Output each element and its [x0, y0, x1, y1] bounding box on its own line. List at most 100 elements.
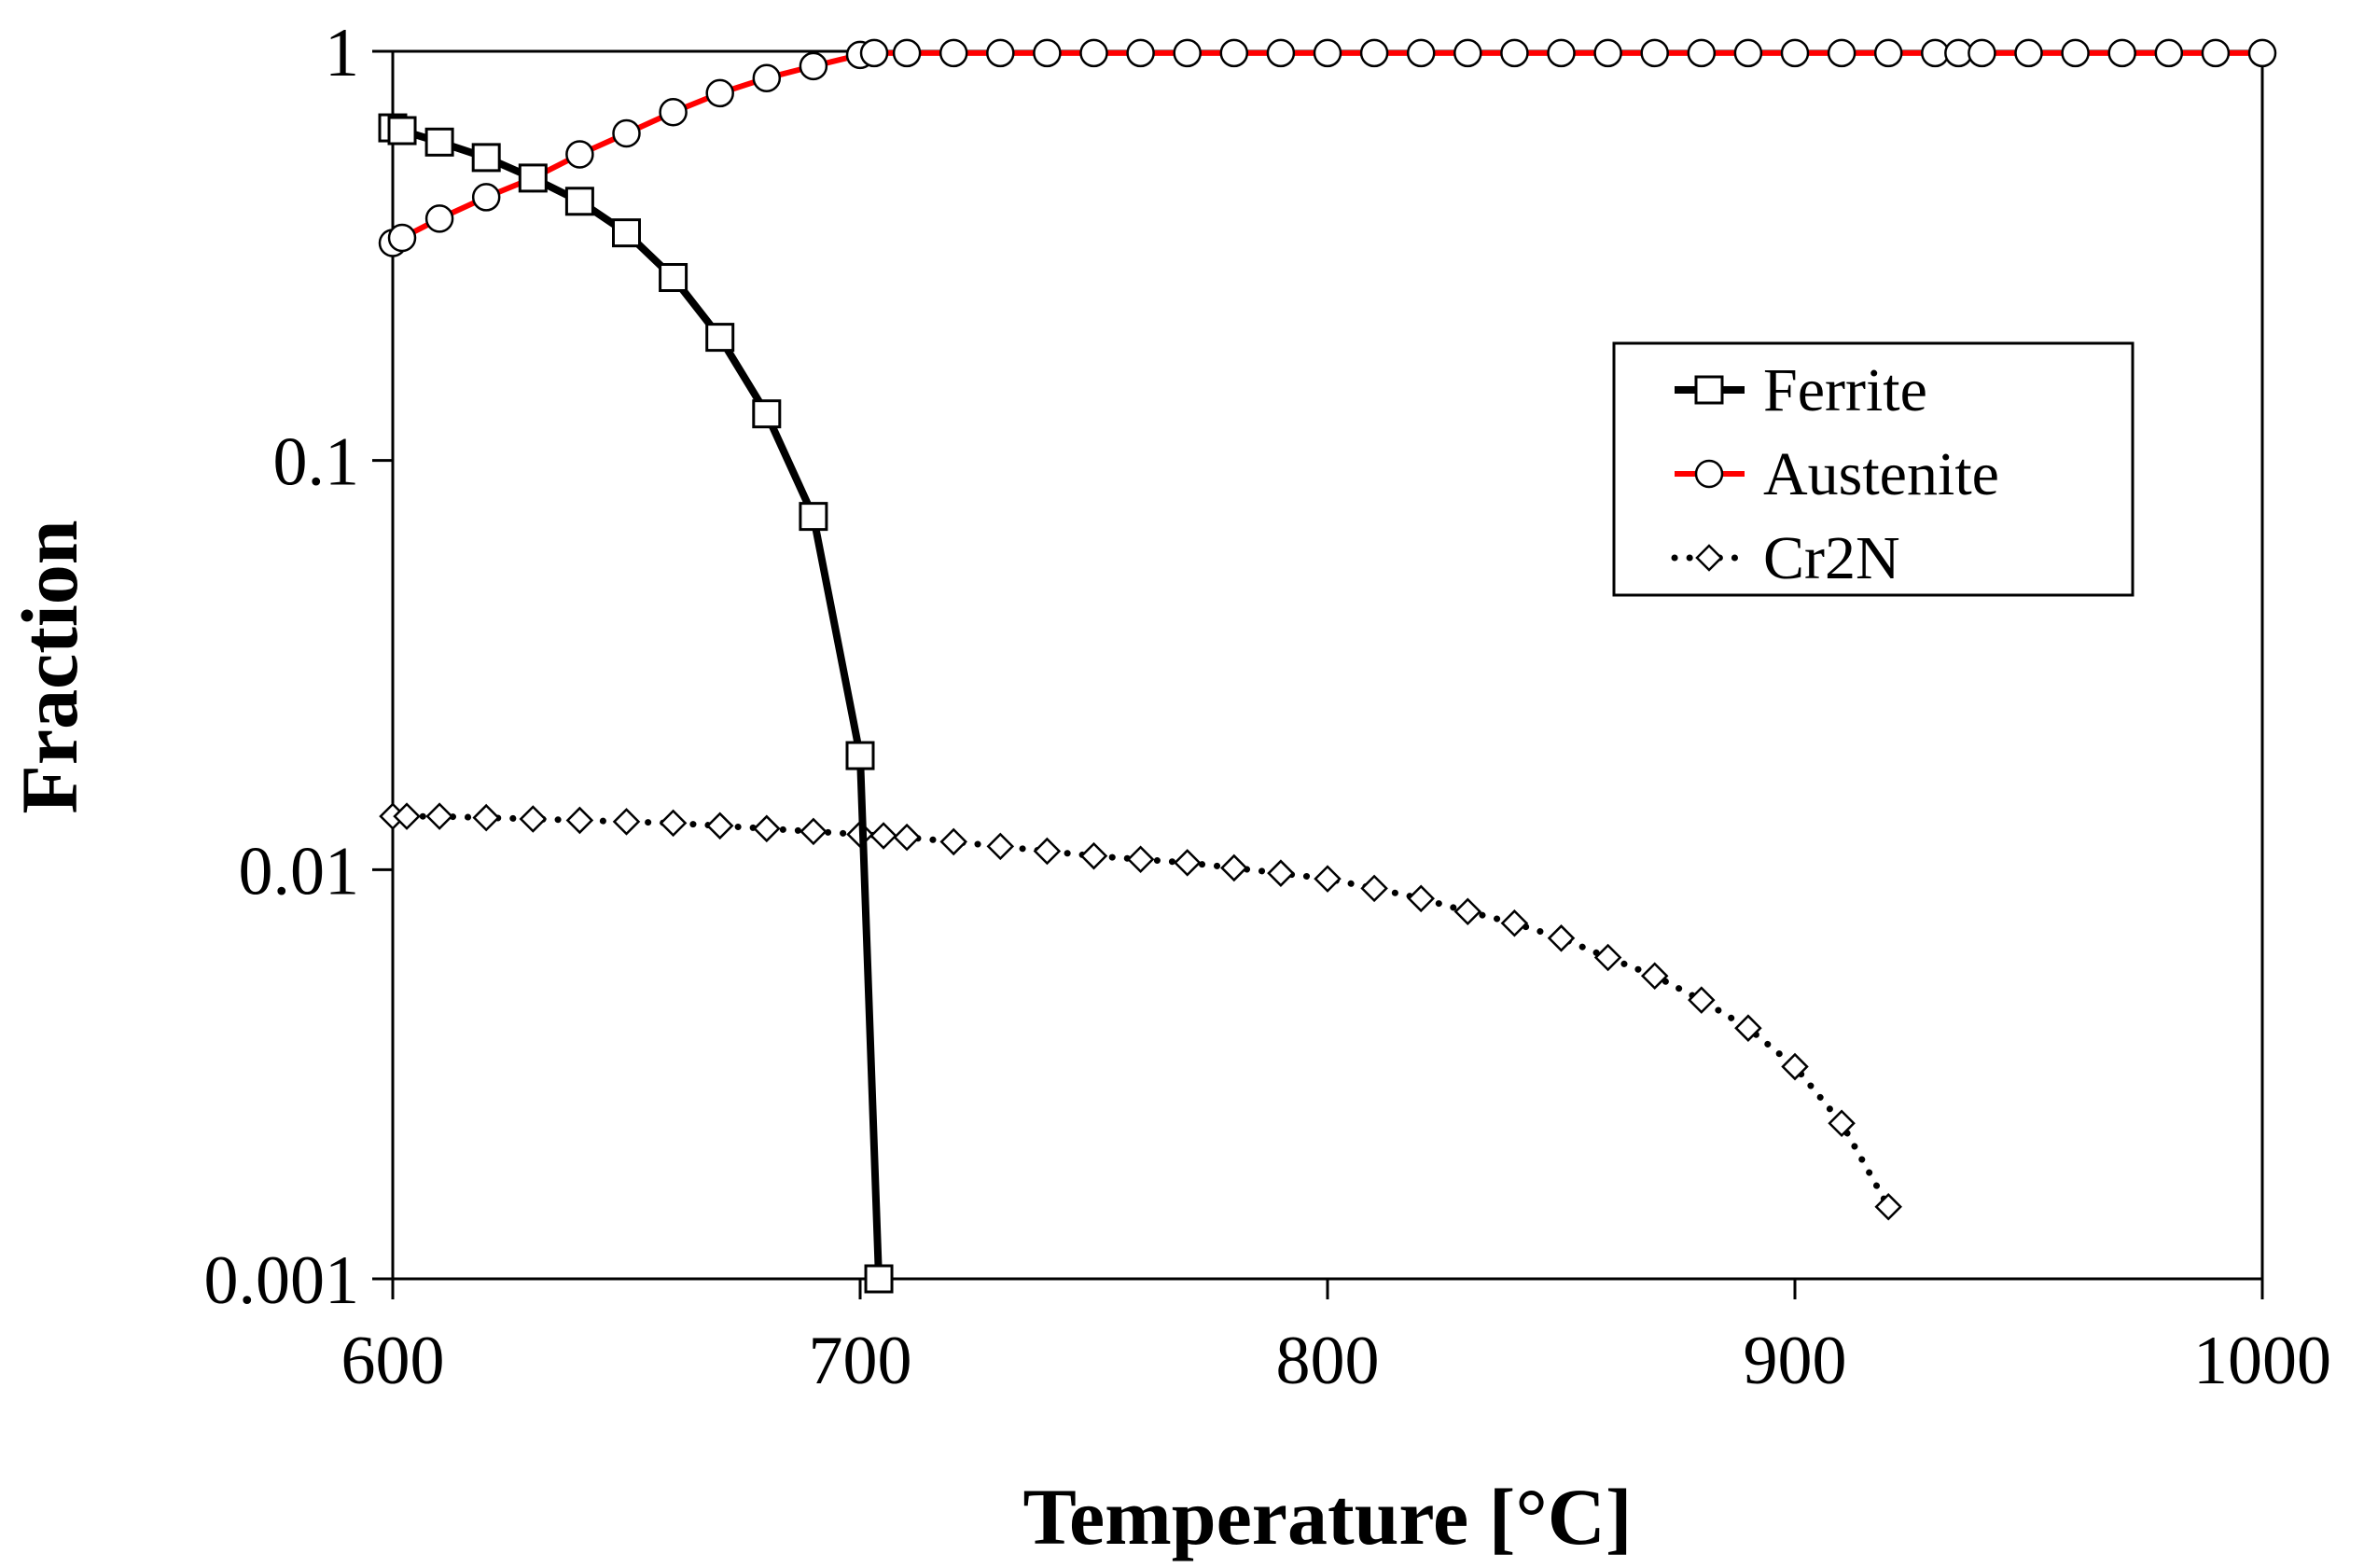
- y-axis-title: Fraction: [5, 520, 94, 813]
- data-point: [1360, 874, 1388, 903]
- plot-area: [391, 49, 2264, 1281]
- data-point: [869, 822, 897, 850]
- legend-item: Austenite: [1675, 440, 1999, 508]
- data-point: [1688, 986, 1716, 1014]
- data-point: [565, 140, 594, 169]
- data-point: [471, 183, 501, 212]
- data-point: [1640, 962, 1669, 990]
- data-point: [986, 38, 1015, 68]
- data-point: [705, 323, 735, 353]
- data-point: [1033, 38, 1062, 68]
- data-point: [1968, 38, 1996, 68]
- data-point: [1359, 38, 1389, 68]
- y-axis-ticks: 0.001 0.01 0.1 1: [204, 15, 393, 1319]
- data-point: [564, 187, 594, 216]
- x-tick-label: 900: [1744, 1323, 1847, 1399]
- data-point: [1500, 38, 1529, 68]
- data-point: [1733, 38, 1763, 68]
- data-point: [845, 741, 875, 770]
- data-point: [2014, 38, 2043, 68]
- data-point: [799, 502, 828, 532]
- data-point: [659, 97, 688, 127]
- data-point: [1219, 38, 1249, 68]
- data-point: [659, 809, 688, 838]
- data-point: [892, 38, 922, 68]
- legend-item: Cr2N: [1671, 524, 1900, 592]
- x-tick-label: 600: [341, 1323, 445, 1399]
- data-point: [939, 827, 967, 856]
- data-point: [799, 51, 828, 81]
- series-line: [389, 812, 1892, 1211]
- data-point: [1453, 897, 1482, 926]
- data-point: [1079, 841, 1108, 870]
- data-point: [518, 163, 548, 193]
- data-point: [2107, 38, 2136, 68]
- data-point: [2154, 38, 2184, 68]
- data-point: [471, 143, 501, 173]
- data-point: [939, 38, 968, 68]
- data-point: [864, 1264, 894, 1294]
- data-point: [1781, 1052, 1809, 1081]
- legend-item: Ferrite: [1675, 356, 1927, 424]
- data-point: [1033, 837, 1062, 866]
- legend-marker: [1695, 544, 1723, 572]
- series-layer: [378, 38, 2277, 1294]
- legend-marker: [1694, 375, 1724, 405]
- data-point: [424, 127, 454, 157]
- data-point: [1593, 943, 1622, 972]
- data-point: [1827, 38, 1856, 68]
- data-point: [800, 817, 827, 846]
- y-tick-label: 0.1: [273, 424, 360, 501]
- data-point: [1687, 38, 1717, 68]
- data-point: [519, 805, 548, 833]
- data-point: [705, 812, 734, 840]
- data-point: [1079, 38, 1108, 68]
- x-tick-label: 1000: [2193, 1323, 2331, 1399]
- data-point: [705, 78, 734, 108]
- x-axis-title: Temperature [°C]: [1023, 1472, 1633, 1561]
- data-point: [612, 808, 641, 836]
- data-point: [1267, 859, 1295, 887]
- data-point: [1126, 38, 1155, 68]
- data-point: [425, 802, 453, 830]
- data-point: [2247, 38, 2277, 68]
- data-point: [387, 116, 417, 146]
- data-point: [1593, 38, 1622, 68]
- legend-label: Ferrite: [1763, 356, 1927, 424]
- data-point: [387, 223, 417, 253]
- data-point: [1500, 909, 1529, 937]
- legend-marker: [1694, 459, 1724, 489]
- x-tick-label: 800: [1276, 1323, 1380, 1399]
- data-point: [1406, 38, 1436, 68]
- data-point: [752, 399, 782, 429]
- data-point: [393, 802, 421, 830]
- data-point: [1173, 849, 1202, 877]
- series-austenite: [378, 38, 2277, 257]
- data-point: [859, 38, 889, 68]
- data-point: [1173, 38, 1202, 68]
- data-point: [565, 806, 594, 835]
- data-point: [659, 263, 688, 293]
- x-axis-ticks: 600 700 800 900 1000: [341, 1279, 2331, 1399]
- y-tick-label: 0.01: [239, 833, 360, 909]
- y-tick-label: 0.001: [204, 1242, 360, 1319]
- data-point: [1126, 845, 1155, 874]
- data-point: [1313, 38, 1342, 68]
- data-point: [1453, 38, 1482, 68]
- data-point: [986, 832, 1015, 861]
- legend-label: Cr2N: [1763, 524, 1900, 592]
- data-point: [1547, 38, 1576, 68]
- data-point: [753, 814, 781, 843]
- data-point: [1547, 924, 1576, 952]
- data-point: [1407, 884, 1435, 913]
- data-point: [472, 803, 500, 832]
- data-point: [1780, 38, 1810, 68]
- data-point: [1874, 1192, 1902, 1221]
- data-point: [1314, 865, 1342, 893]
- data-point: [612, 218, 641, 248]
- data-point: [1220, 853, 1248, 882]
- data-point: [2201, 38, 2231, 68]
- data-point: [612, 118, 641, 148]
- data-point: [424, 204, 454, 233]
